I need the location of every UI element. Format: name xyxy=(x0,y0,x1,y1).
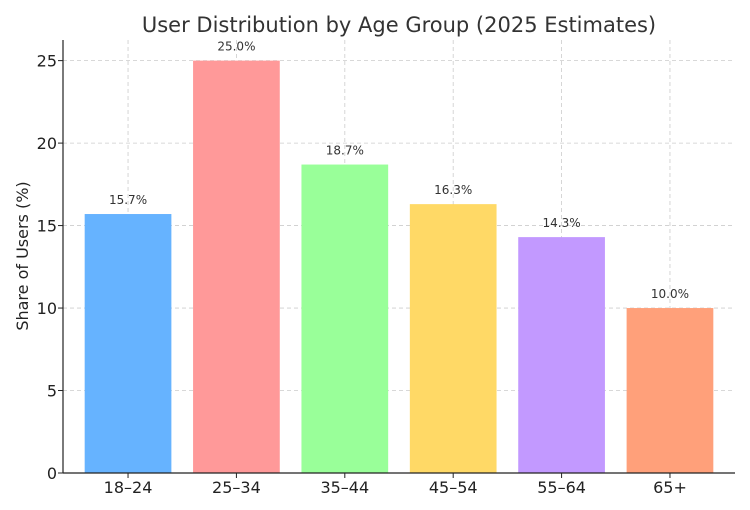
x-tick-label: 65+ xyxy=(653,478,687,497)
y-tick-label: 0 xyxy=(47,464,57,483)
y-axis-label: Share of Users (%) xyxy=(13,181,32,330)
y-ticks: 0 5 10 15 20 25 xyxy=(37,52,63,483)
y-tick-label: 20 xyxy=(37,134,57,153)
data-label: 18.7% xyxy=(326,144,364,158)
y-tick-label: 5 xyxy=(47,382,57,401)
y-tick-label: 25 xyxy=(37,52,57,71)
bars xyxy=(84,60,714,473)
bar-1 xyxy=(84,214,172,473)
bar-2 xyxy=(193,60,280,473)
bar-5 xyxy=(518,237,605,473)
x-tick-label: 35–44 xyxy=(320,478,369,497)
data-label: 16.3% xyxy=(434,183,472,197)
data-label: 15.7% xyxy=(109,193,147,207)
x-tick-label: 18–24 xyxy=(104,478,153,497)
bar-4 xyxy=(409,204,497,473)
bar-6 xyxy=(626,308,714,473)
data-labels: 15.7% 25.0% 18.7% 16.3% 14.3% 10.0% xyxy=(109,40,689,301)
axes xyxy=(62,40,735,474)
data-label: 14.3% xyxy=(543,216,581,230)
x-ticks: 18–24 25–34 35–44 45–54 55–64 65+ xyxy=(104,473,687,497)
x-tick-label: 45–54 xyxy=(429,478,478,497)
bar-3 xyxy=(301,164,389,473)
data-label: 25.0% xyxy=(217,40,255,54)
x-tick-label: 25–34 xyxy=(212,478,261,497)
data-label: 10.0% xyxy=(651,287,689,301)
y-tick-label: 10 xyxy=(37,299,57,318)
x-tick-label: 55–64 xyxy=(537,478,586,497)
y-tick-label: 15 xyxy=(37,217,57,236)
chart-title: User Distribution by Age Group (2025 Est… xyxy=(142,13,656,37)
